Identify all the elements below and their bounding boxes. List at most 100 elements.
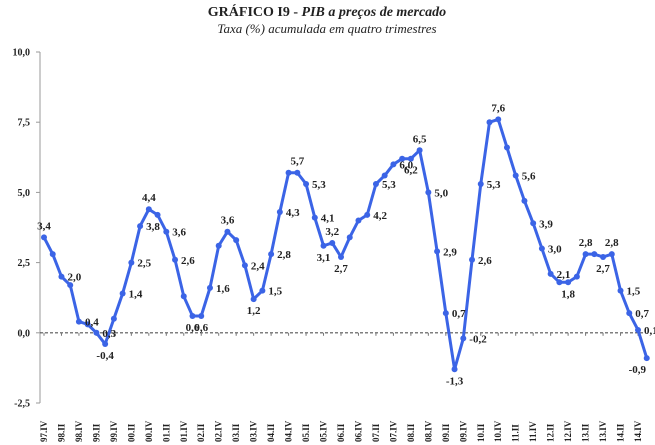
- data-point: [381, 172, 388, 179]
- y-ticks: -2,5 0,0 2,5 5,0 7,5 10,0: [13, 48, 40, 410]
- data-point: [600, 253, 607, 260]
- data-label: 2,5: [137, 258, 151, 270]
- series: [41, 116, 650, 373]
- data-label: 2,1: [557, 269, 571, 281]
- data-label: -0,4: [96, 350, 114, 362]
- x-tick-label: 97.IV: [39, 420, 49, 442]
- data-label: 3,6: [221, 215, 235, 227]
- data-point: [93, 329, 100, 336]
- data-label: 3,8: [146, 221, 160, 233]
- data-point: [346, 234, 353, 241]
- data-point: [425, 189, 432, 196]
- data-label: 2,7: [334, 263, 348, 275]
- data-label: 2,8: [605, 237, 619, 249]
- data-label: 3,1: [317, 252, 331, 264]
- y-tick-label: -2,5: [14, 399, 30, 410]
- data-point: [41, 234, 47, 241]
- data-point: [556, 279, 563, 286]
- data-point: [451, 366, 458, 373]
- data-point: [303, 180, 310, 187]
- data-point: [233, 237, 240, 244]
- y-tick-label: 0,0: [18, 328, 31, 339]
- data-label: 2,8: [579, 237, 593, 249]
- data-point: [58, 273, 65, 280]
- data-point: [547, 270, 554, 277]
- data-point: [565, 279, 572, 286]
- x-tick-label: 07.IV: [388, 420, 398, 442]
- x-tick-label: 12.IV: [563, 420, 573, 442]
- y-tick-label: 5,0: [18, 188, 31, 199]
- data-label: 0,6: [194, 322, 208, 334]
- data-label: -0,2: [469, 333, 487, 345]
- data-point: [434, 248, 441, 255]
- chart-title-prefix: GRÁFICO I9 -: [208, 3, 302, 20]
- data-label: 3,0: [548, 244, 562, 256]
- x-tick-label: 14.IV: [633, 420, 643, 442]
- x-tick-label: 04.II: [266, 423, 276, 442]
- data-point: [276, 209, 283, 216]
- data-point: [224, 228, 231, 235]
- data-point: [390, 161, 397, 168]
- data-label: 1,8: [561, 288, 575, 300]
- x-tick-label: 14.II: [616, 423, 626, 442]
- x-tick-label: 99.II: [91, 423, 101, 442]
- data-point: [503, 144, 510, 151]
- data-label: 1,6: [216, 283, 230, 295]
- x-tick-label: 06.II: [336, 423, 346, 442]
- data-label: 4,4: [142, 192, 156, 204]
- data-label: 6,0: [399, 159, 413, 171]
- x-tick-label: 03.IV: [249, 420, 259, 442]
- x-tick-label: 00.II: [126, 423, 136, 442]
- chart-subtitle: Taxa (%) acumulada em quatro trimestres: [217, 21, 436, 36]
- data-label: 2,7: [596, 263, 610, 275]
- data-point: [172, 256, 179, 263]
- chart-title-emphasis: PIB a preços de mercado: [302, 5, 447, 20]
- data-point: [163, 228, 170, 235]
- data-label: 3,2: [325, 226, 339, 238]
- data-point: [137, 223, 144, 230]
- x-tick-label: 05.IV: [319, 420, 329, 442]
- data-point: [626, 310, 633, 317]
- data-point: [189, 312, 196, 319]
- data-label: 3,4: [37, 220, 51, 232]
- data-point: [538, 245, 545, 252]
- data-labels: 3,4 2,0 0,40,3 -0,4 1,4 2,5 3,8 4,4 3,6 2,6 0,60,6…: [37, 102, 655, 387]
- data-label: 4,1: [321, 213, 335, 225]
- data-label: 3,9: [539, 218, 553, 230]
- data-label: -0,9: [629, 364, 647, 376]
- data-label: 6,2: [404, 165, 418, 177]
- x-tick-label: 99.IV: [109, 420, 119, 442]
- data-point: [285, 169, 292, 176]
- data-point: [128, 259, 135, 266]
- x-tick-label: 10.IV: [493, 420, 503, 442]
- data-point: [241, 262, 248, 269]
- x-tick-label: 01.II: [161, 423, 171, 442]
- x-tick-label: 09.IV: [458, 420, 468, 442]
- x-tick-label: 04.IV: [284, 420, 294, 442]
- data-point: [364, 211, 371, 218]
- data-label: 0,4: [85, 317, 99, 329]
- x-tick-label: 12.II: [546, 423, 556, 442]
- data-label: 2,4: [251, 260, 265, 272]
- data-point: [110, 315, 117, 322]
- data-point: [206, 284, 213, 291]
- x-tick-label: 10.II: [476, 423, 486, 442]
- data-point: [399, 155, 406, 162]
- x-tick-label: 13.II: [581, 423, 591, 442]
- data-point: [250, 296, 257, 303]
- x-tick-label: 06.IV: [353, 420, 363, 442]
- series-line: [42, 117, 649, 371]
- data-label: 5,6: [522, 171, 536, 183]
- data-point: [521, 197, 528, 204]
- data-label: 0,1: [644, 325, 655, 337]
- x-ticks: 97.IV 98.II 98.IV 99.II 99.IV 00.II 00.IV 01.II…: [39, 332, 643, 442]
- data-label: 0,7: [452, 308, 466, 320]
- data-label: 2,6: [181, 255, 195, 267]
- data-label: 2,8: [277, 249, 291, 261]
- data-point: [198, 312, 205, 319]
- data-point: [145, 206, 152, 213]
- data-point: [442, 310, 449, 317]
- data-point: [407, 155, 414, 162]
- data-point: [416, 147, 423, 154]
